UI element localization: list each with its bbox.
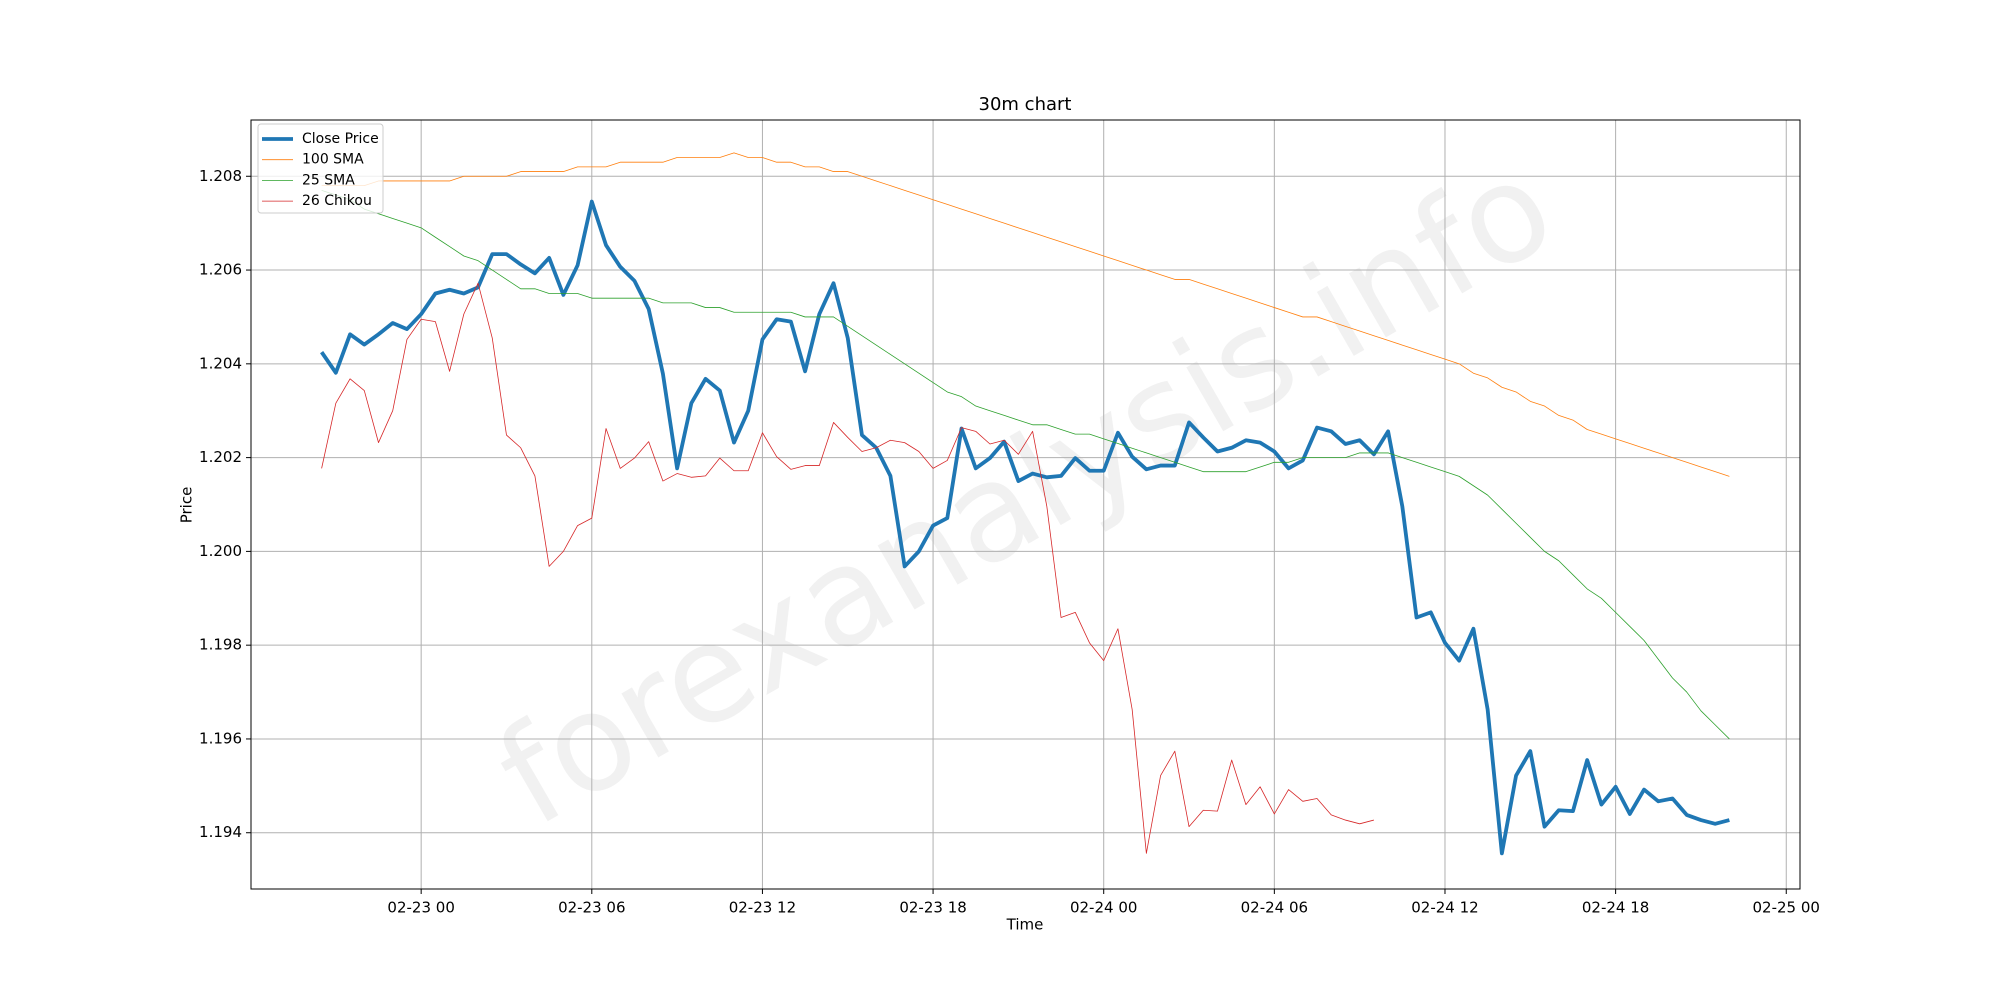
y-tick-label: 1.194 <box>199 823 242 841</box>
legend-label: 25 SMA <box>302 172 355 188</box>
x-tick-label: 02-23 06 <box>558 899 625 917</box>
series-line <box>321 189 1730 740</box>
x-tick-label: 02-24 06 <box>1241 899 1308 917</box>
x-tick-label: 02-24 12 <box>1411 899 1478 917</box>
x-tick-label: 02-24 00 <box>1070 899 1137 917</box>
legend: Close Price 100 SMA 25 SMA 26 Chikou <box>257 123 384 214</box>
series-line <box>321 152 1730 477</box>
y-axis-label: Price <box>178 487 196 524</box>
y-tick-label: 1.204 <box>199 354 242 372</box>
plot-frame <box>250 119 1801 890</box>
legend-label: Close Price <box>302 131 379 147</box>
y-tick-label: 1.206 <box>199 261 242 279</box>
series-line <box>320 199 1730 856</box>
y-tick-label: 1.202 <box>199 448 242 466</box>
series-line <box>321 282 1374 854</box>
chart-title: 30m chart <box>979 94 1072 115</box>
x-tick-label: 02-23 18 <box>899 899 966 917</box>
x-tick-label: 02-25 00 <box>1753 899 1820 917</box>
x-axis-label: Time <box>1006 916 1044 934</box>
legend-label: 100 SMA <box>302 152 364 168</box>
y-tick-label: 1.200 <box>199 542 242 560</box>
y-tick-label: 1.196 <box>199 729 242 747</box>
x-tick-label: 02-24 18 <box>1582 899 1649 917</box>
x-tick-label: 02-23 12 <box>729 899 796 917</box>
y-tick-label: 1.198 <box>199 636 242 654</box>
y-tick-label: 1.208 <box>199 167 242 185</box>
legend-label: 26 Chikou <box>302 193 372 209</box>
x-tick-label: 02-23 00 <box>387 899 454 917</box>
legend-frame <box>257 123 384 214</box>
